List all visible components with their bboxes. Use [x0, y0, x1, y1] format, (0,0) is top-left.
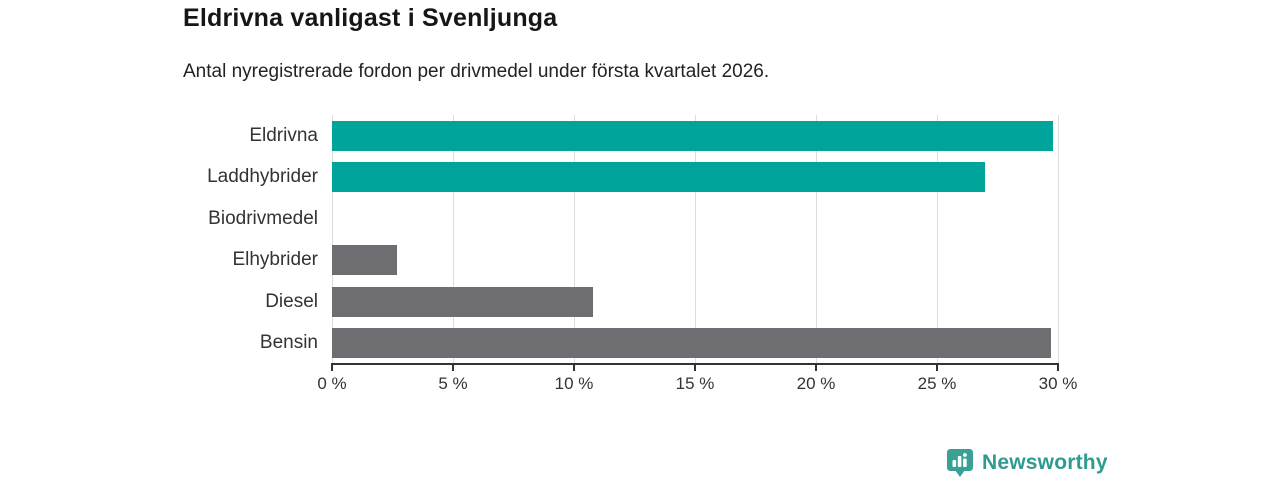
- x-axis-line: [331, 363, 1059, 365]
- x-tick-label: 25 %: [917, 374, 957, 393]
- gridline: [695, 115, 696, 364]
- x-tick: [573, 365, 575, 371]
- gridline: [1058, 115, 1059, 364]
- x-tick: [936, 365, 938, 371]
- y-label-elhybrider: Elhybrider: [232, 249, 318, 271]
- x-tick-label: 30 %: [1038, 374, 1078, 393]
- bar-diesel: [332, 286, 594, 317]
- plot-area: [332, 115, 1059, 365]
- x-tick-label: 15 %: [675, 374, 715, 393]
- newsworthy-logo-icon: [947, 449, 973, 477]
- bar-bensin: [332, 328, 1051, 359]
- bar-row-eldrivna: [332, 115, 1058, 157]
- x-tick: [694, 365, 696, 371]
- bar-laddhybrider: [332, 162, 986, 193]
- gridline: [332, 115, 333, 364]
- x-tick-label: 10 %: [554, 374, 594, 393]
- x-tick-label: 20 %: [796, 374, 836, 393]
- y-label-bensin: Bensin: [259, 332, 318, 354]
- gridline: [453, 115, 454, 364]
- chart-title: Eldrivna vanligast i Svenljunga: [183, 4, 558, 32]
- x-tick-label: 0 %: [317, 374, 347, 393]
- y-label-laddhybrider: Laddhybrider: [207, 166, 318, 188]
- chart-subtitle: Antal nyregistrerade fordon per drivmede…: [183, 61, 770, 82]
- y-axis-labels: Eldrivna Laddhybrider Biodrivmedel Elhybrid…: [0, 115, 318, 364]
- bar-row-bensin: [332, 323, 1058, 365]
- y-label-diesel: Diesel: [265, 290, 318, 312]
- bar-eldrivna: [332, 120, 1054, 151]
- gridline: [937, 115, 938, 364]
- y-label-eldrivna: Eldrivna: [249, 124, 318, 146]
- bar-row-laddhybrider: [332, 157, 1058, 199]
- x-tick-label: 5 %: [438, 374, 468, 393]
- x-tick: [815, 365, 817, 371]
- y-label-biodrivmedel: Biodrivmedel: [208, 207, 318, 229]
- bar-row-diesel: [332, 281, 1058, 323]
- x-tick: [452, 365, 454, 371]
- bar-elhybrider: [332, 245, 398, 276]
- newsworthy-logo: Newsworthy: [946, 448, 1108, 478]
- bar-row-biodrivmedel: [332, 198, 1058, 240]
- gridline: [574, 115, 575, 364]
- newsworthy-logo-text: Newsworthy: [982, 451, 1108, 474]
- x-tick: [331, 365, 333, 371]
- gridline: [816, 115, 817, 364]
- bar-row-elhybrider: [332, 240, 1058, 282]
- x-tick: [1057, 365, 1059, 371]
